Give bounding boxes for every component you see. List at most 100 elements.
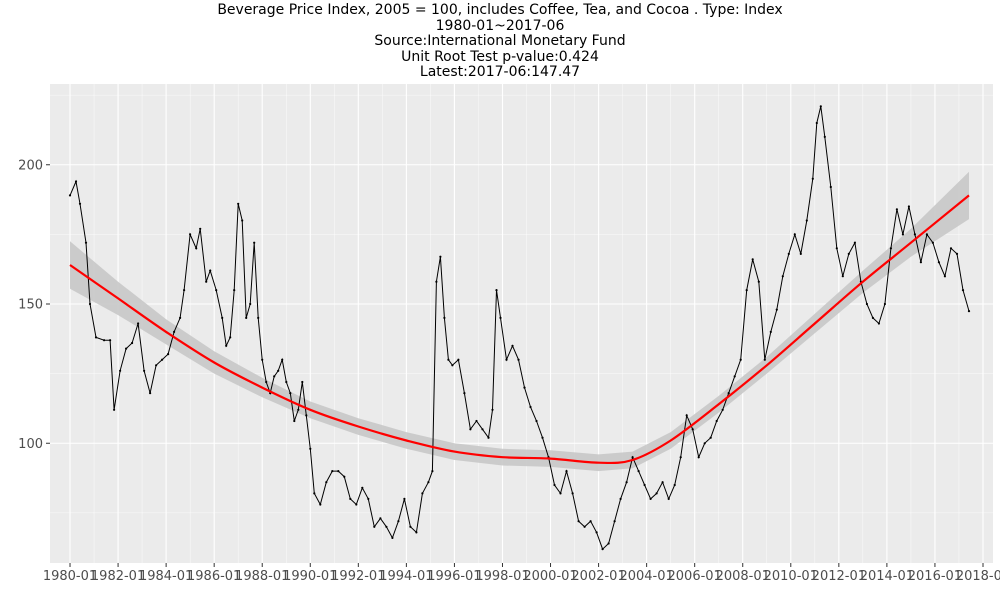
- series-point: [757, 280, 760, 283]
- series-point: [68, 194, 72, 197]
- series-point: [889, 247, 893, 250]
- series-point: [877, 322, 881, 325]
- series-point: [529, 405, 532, 409]
- series-point: [883, 302, 887, 306]
- series-point: [481, 428, 484, 431]
- series-point: [655, 492, 658, 495]
- series-point: [691, 428, 694, 431]
- series-point: [815, 121, 818, 125]
- series-point: [94, 336, 98, 339]
- series-point: [727, 392, 730, 395]
- series-point: [619, 497, 622, 500]
- series-point: [967, 310, 971, 313]
- series-point: [179, 316, 182, 319]
- confidence-band: [70, 171, 969, 472]
- series-point: [565, 470, 568, 473]
- series-point: [541, 436, 544, 439]
- series-point: [589, 520, 592, 523]
- series-point: [367, 497, 370, 500]
- series-point: [325, 481, 328, 484]
- series-point: [109, 339, 112, 342]
- x-tick-label: 1998-01: [475, 569, 529, 584]
- series-point: [733, 375, 736, 378]
- series-point: [189, 233, 192, 236]
- y-tick-label: 100: [18, 437, 43, 452]
- series-point: [439, 255, 442, 258]
- series-point: [403, 497, 406, 500]
- x-tick-label: 2018-01: [956, 569, 1000, 584]
- series-point: [215, 289, 218, 292]
- series-point: [313, 492, 316, 495]
- series-point: [571, 492, 574, 495]
- series-point: [161, 358, 164, 361]
- series-point: [661, 481, 664, 484]
- series-point: [88, 302, 92, 306]
- series-point: [673, 483, 676, 487]
- x-axis: 1980-011982-011984-011986-011988-011990-…: [43, 563, 1000, 584]
- series-point: [949, 247, 953, 250]
- series-point: [625, 481, 628, 484]
- x-tick-label: 1994-01: [379, 569, 433, 584]
- series-point: [685, 414, 688, 417]
- series-point: [961, 289, 965, 292]
- x-tick-label: 1990-01: [283, 569, 337, 584]
- series-point: [901, 233, 905, 236]
- series-point: [397, 520, 400, 523]
- series-point: [447, 358, 450, 361]
- series-point: [895, 208, 899, 211]
- series-point: [829, 185, 832, 189]
- series-point: [391, 536, 394, 540]
- series-point: [607, 542, 610, 545]
- series-point: [721, 408, 724, 411]
- series-point: [931, 241, 935, 244]
- series-point: [487, 436, 490, 439]
- series-point: [847, 252, 850, 255]
- series-point: [919, 261, 923, 264]
- series-point: [523, 386, 526, 389]
- series-point: [409, 525, 412, 528]
- series-point: [775, 308, 778, 311]
- series-point: [241, 219, 244, 222]
- series-point: [103, 339, 106, 342]
- series-point: [535, 419, 538, 423]
- series-point: [491, 408, 494, 411]
- y-tick-label: 200: [18, 158, 43, 173]
- x-tick-label: 2010-01: [764, 569, 818, 584]
- series-point: [631, 456, 634, 459]
- series-point: [125, 347, 128, 350]
- series-point: [499, 316, 502, 319]
- series-point: [819, 105, 822, 108]
- y-tick-label: 150: [18, 298, 43, 313]
- series-point: [385, 525, 388, 528]
- series-point: [309, 447, 312, 450]
- series-point: [553, 483, 556, 487]
- series-point: [249, 302, 252, 306]
- series-point: [751, 258, 754, 261]
- series-point: [229, 336, 232, 339]
- plot-panel: [50, 84, 993, 563]
- series-point: [155, 364, 158, 367]
- series-point: [865, 302, 869, 306]
- series-point: [559, 492, 562, 495]
- series-point: [257, 316, 260, 319]
- series-point: [457, 358, 460, 361]
- series-point: [373, 525, 376, 528]
- trend-line: [69, 194, 970, 465]
- series-point: [379, 517, 382, 520]
- chart-source: Source:International Monetary Fund: [374, 33, 626, 49]
- series-point: [149, 392, 152, 395]
- series-point: [679, 456, 682, 459]
- chart-latest-value: Latest:2017-06:147.47: [419, 64, 581, 80]
- grid-major: [50, 84, 993, 563]
- series-point: [289, 392, 292, 395]
- series-point: [475, 419, 478, 423]
- x-tick-label: 2008-01: [716, 569, 770, 584]
- series-point: [205, 280, 208, 283]
- series-point: [709, 436, 712, 439]
- series-point: [811, 177, 814, 180]
- series-point: [577, 520, 580, 523]
- chart-title: Beverage Price Index, 2005 = 100, includ…: [217, 2, 783, 18]
- series-point: [823, 135, 826, 138]
- series-point: [337, 470, 340, 473]
- x-tick-label: 1982-01: [91, 569, 145, 584]
